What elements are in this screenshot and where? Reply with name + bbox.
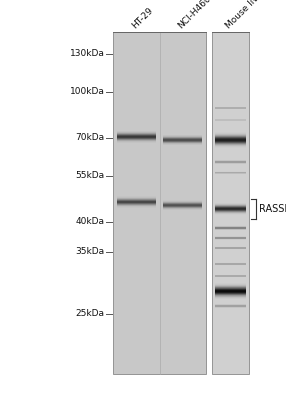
Bar — [214, 204, 246, 205]
Bar — [214, 141, 246, 142]
Bar — [212, 32, 249, 374]
Bar — [214, 212, 246, 213]
Bar — [214, 210, 246, 211]
Bar — [214, 138, 246, 139]
Bar — [214, 286, 246, 287]
Bar — [214, 136, 246, 137]
Bar — [214, 211, 246, 212]
Text: 70kDa: 70kDa — [75, 134, 104, 142]
Text: NCI-H460: NCI-H460 — [176, 0, 213, 30]
Bar — [214, 294, 246, 295]
Bar — [214, 133, 246, 134]
Bar — [214, 210, 246, 211]
Bar — [214, 290, 246, 291]
Bar — [214, 145, 246, 146]
Bar — [214, 139, 246, 140]
Bar — [214, 137, 246, 138]
Bar — [214, 144, 246, 145]
Bar — [214, 142, 246, 143]
Bar — [214, 292, 246, 293]
Bar — [214, 205, 246, 206]
Bar — [214, 211, 246, 212]
Bar — [214, 139, 246, 140]
Bar — [214, 142, 246, 143]
Text: 25kDa: 25kDa — [76, 310, 104, 318]
Bar — [214, 212, 246, 213]
Bar — [214, 293, 246, 294]
Bar — [214, 298, 246, 299]
Bar — [214, 290, 246, 291]
Bar — [214, 132, 246, 133]
Bar — [117, 130, 156, 131]
Bar — [214, 283, 246, 284]
Bar — [214, 136, 246, 137]
Bar — [117, 135, 156, 136]
Text: Mouse liver: Mouse liver — [224, 0, 267, 30]
Bar — [214, 285, 246, 286]
Bar — [214, 135, 246, 136]
Bar — [214, 213, 246, 214]
Bar — [214, 214, 246, 215]
Bar — [214, 288, 246, 289]
Bar — [214, 289, 246, 290]
Bar — [214, 208, 246, 209]
Bar — [214, 202, 246, 203]
Bar — [214, 141, 246, 142]
Bar — [214, 132, 246, 133]
Bar — [214, 206, 246, 207]
Bar — [214, 295, 246, 296]
Bar — [214, 207, 246, 208]
Bar — [214, 209, 246, 210]
Text: 35kDa: 35kDa — [75, 248, 104, 256]
Bar — [214, 287, 246, 288]
Bar — [214, 205, 246, 206]
Bar — [214, 135, 246, 136]
Bar — [214, 203, 246, 204]
Bar — [214, 134, 246, 135]
Bar — [214, 204, 246, 205]
Bar — [214, 287, 246, 288]
Bar — [214, 295, 246, 296]
Bar — [214, 291, 246, 292]
Text: RASSF6: RASSF6 — [259, 204, 286, 214]
Bar — [214, 143, 246, 144]
Bar — [214, 294, 246, 295]
Text: 40kDa: 40kDa — [76, 218, 104, 226]
Bar — [214, 208, 246, 209]
Bar — [214, 297, 246, 298]
Bar — [214, 147, 246, 148]
Bar — [214, 134, 246, 135]
Bar — [214, 140, 246, 141]
Bar — [113, 32, 206, 374]
Text: 130kDa: 130kDa — [69, 50, 104, 58]
Bar — [214, 138, 246, 139]
Text: 100kDa: 100kDa — [69, 88, 104, 96]
Bar — [214, 145, 246, 146]
Bar — [214, 146, 246, 147]
Bar — [214, 137, 246, 138]
Text: 55kDa: 55kDa — [75, 172, 104, 180]
Bar — [214, 284, 246, 285]
Bar — [214, 206, 246, 207]
Text: HT-29: HT-29 — [130, 5, 154, 30]
Bar — [214, 296, 246, 297]
Bar — [214, 209, 246, 210]
Bar — [214, 133, 246, 134]
Bar — [214, 298, 246, 299]
Bar — [214, 213, 246, 214]
Bar — [214, 143, 246, 144]
Bar — [214, 291, 246, 292]
Bar — [214, 286, 246, 287]
Bar — [214, 283, 246, 284]
Bar — [214, 140, 246, 141]
Bar — [117, 134, 156, 135]
